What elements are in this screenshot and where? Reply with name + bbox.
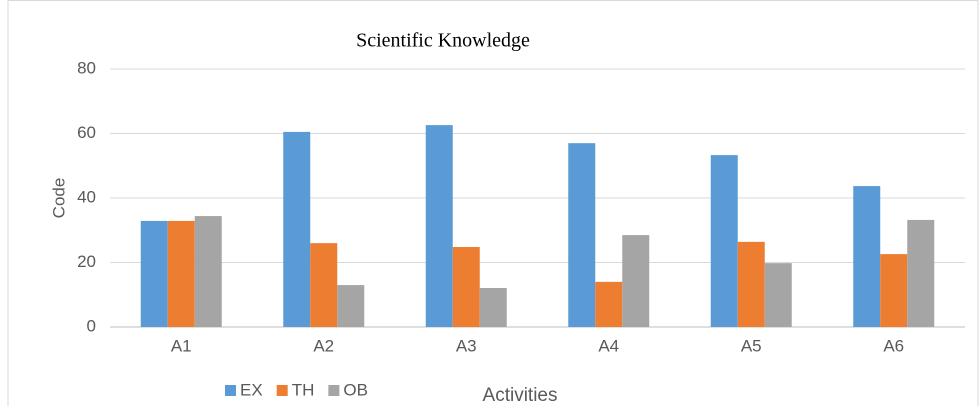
legend-label: OB [343,380,368,399]
bar [853,186,881,327]
bar [622,235,650,327]
chart-title: Scientific Knowledge [356,30,530,52]
y-axis-title: Code [49,178,68,219]
y-tick-label: 60 [77,123,96,142]
bar [737,241,765,327]
bar [452,247,480,327]
x-tick-label: A6 [883,336,904,355]
bar [140,220,168,327]
bar [167,220,195,327]
x-tick-label: A5 [741,336,762,355]
bar [764,263,792,327]
legend-swatch [276,385,288,396]
x-tick-label: A2 [313,336,334,355]
chart-frame [7,0,979,406]
legend-swatch [328,385,340,396]
bar [479,287,507,327]
bar [337,285,365,327]
y-tick-label: 80 [77,58,96,77]
bar [710,155,738,327]
bar [880,254,908,327]
legend-swatch [225,385,236,396]
x-tick-label: A4 [598,336,619,355]
bar [425,125,453,328]
x-axis-title: Activities [483,385,558,406]
x-tick-label: A1 [171,336,192,355]
y-tick-label: 40 [77,187,96,206]
bar [310,243,338,327]
bar [194,216,222,327]
bar [568,143,596,327]
bar [907,219,935,327]
legend-label: EX [240,380,263,399]
legend-label: TH [292,380,315,399]
y-tick-label: 20 [77,252,96,271]
bar [283,131,311,327]
x-tick-label: A3 [456,336,477,355]
y-tick-label: 0 [87,316,96,335]
bar [595,281,623,327]
